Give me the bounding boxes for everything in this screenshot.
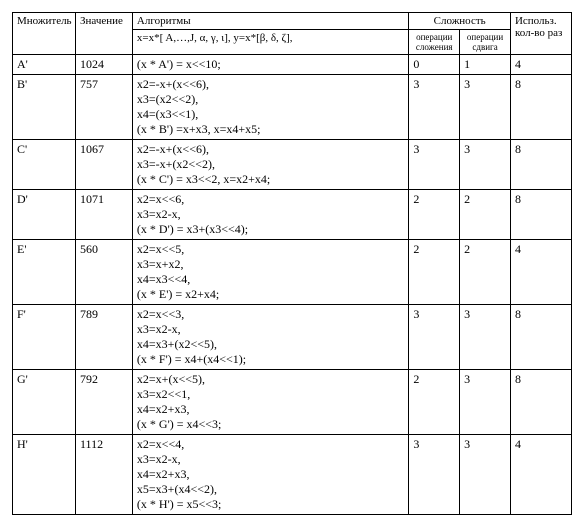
- col-mult: Множитель: [13, 13, 76, 55]
- cell-op-shift: 3: [460, 370, 511, 435]
- algo-line: x4=x2+x3,: [137, 467, 404, 482]
- algo-line: x3=-x+(x2<<2),: [137, 157, 404, 172]
- algorithm-table: Множитель Значение Алгоритмы Сложность И…: [12, 12, 572, 515]
- table-row: C'1067x2=-x+(x<<6),x3=-x+(x2<<2),(x * C'…: [13, 140, 572, 190]
- algo-line: x4=(x3<<1),: [137, 107, 404, 122]
- algo-line: x2=x+(x<<5),: [137, 372, 404, 387]
- cell-val: 1024: [76, 55, 133, 75]
- algo-line: (x * H') = x5<<3;: [137, 497, 404, 512]
- algo-line: x2=x<<5,: [137, 242, 404, 257]
- cell-op-add: 3: [409, 435, 460, 515]
- cell-op-add: 3: [409, 305, 460, 370]
- cell-op-add: 2: [409, 370, 460, 435]
- cell-use: 8: [510, 190, 571, 240]
- cell-op-shift: 3: [460, 140, 511, 190]
- cell-mult: B': [13, 75, 76, 140]
- algo-line: x3=x2-x,: [137, 207, 404, 222]
- table-row: E'560x2=x<<5,x3=x+x2,x4=x3<<4,(x * E') =…: [13, 240, 572, 305]
- col-val: Значение: [76, 13, 133, 55]
- cell-alg: x2=x<<6,x3=x2-x,(x * D') = x3+(x3<<4);: [132, 190, 408, 240]
- cell-alg: (x * A') = x<<10;: [132, 55, 408, 75]
- cell-val: 1112: [76, 435, 133, 515]
- algo-line: (x * E') = x2+x4;: [137, 287, 404, 302]
- cell-mult: D': [13, 190, 76, 240]
- cell-op-add: 2: [409, 240, 460, 305]
- cell-mult: E': [13, 240, 76, 305]
- cell-op-add: 0: [409, 55, 460, 75]
- table-row: B'757x2=-x+(x<<6),x3=(x2<<2),x4=(x3<<1),…: [13, 75, 572, 140]
- cell-val: 1067: [76, 140, 133, 190]
- cell-alg: x2=-x+(x<<6),x3=(x2<<2),x4=(x3<<1),(x * …: [132, 75, 408, 140]
- cell-op-shift: 3: [460, 305, 511, 370]
- algo-line: x2=x<<3,: [137, 307, 404, 322]
- cell-op-shift: 2: [460, 240, 511, 305]
- cell-alg: x2=x<<5,x3=x+x2,x4=x3<<4,(x * E') = x2+x…: [132, 240, 408, 305]
- cell-val: 789: [76, 305, 133, 370]
- alg-title: Алгоритмы: [137, 15, 404, 27]
- algo-line: x4=x2+x3,: [137, 402, 404, 417]
- algo-line: x5=x3+(x4<<2),: [137, 482, 404, 497]
- cell-use: 8: [510, 370, 571, 435]
- algo-line: x4=x3+(x2<<5),: [137, 337, 404, 352]
- cell-mult: G': [13, 370, 76, 435]
- table-row: G'792x2=x+(x<<5),x3=x2<<1,x4=x2+x3,(x * …: [13, 370, 572, 435]
- cell-op-shift: 2: [460, 190, 511, 240]
- cell-use: 8: [510, 75, 571, 140]
- cell-op-add: 3: [409, 140, 460, 190]
- cell-use: 8: [510, 140, 571, 190]
- algo-line: x2=x<<4,: [137, 437, 404, 452]
- cell-mult: F': [13, 305, 76, 370]
- algo-line: (x * B') =x+x3, x=x4+x5;: [137, 122, 404, 137]
- cell-op-shift: 1: [460, 55, 511, 75]
- algo-line: x3=x2-x,: [137, 322, 404, 337]
- algo-line: x3=x2<<1,: [137, 387, 404, 402]
- cell-op-add: 3: [409, 75, 460, 140]
- cell-val: 560: [76, 240, 133, 305]
- algo-line: x3=x+x2,: [137, 257, 404, 272]
- algo-line: (x * A') = x<<10;: [137, 57, 404, 72]
- col-alg-title: Алгоритмы: [132, 13, 408, 30]
- col-op-shift: операции сдвига: [460, 30, 511, 55]
- col-complexity: Сложность: [409, 13, 511, 30]
- col-op-add: операции сложения: [409, 30, 460, 55]
- table-row: H'1112x2=x<<4,x3=x2-x,x4=x2+x3,x5=x3+(x4…: [13, 435, 572, 515]
- cell-use: 4: [510, 240, 571, 305]
- col-use: Использ. кол-во раз: [510, 13, 571, 55]
- cell-val: 757: [76, 75, 133, 140]
- table-row: D'1071x2=x<<6,x3=x2-x,(x * D') = x3+(x3<…: [13, 190, 572, 240]
- algo-line: x2=x<<6,: [137, 192, 404, 207]
- table-row: A'1024 (x * A') = x<<10; 014: [13, 55, 572, 75]
- cell-alg: x2=x+(x<<5),x3=x2<<1,x4=x2+x3,(x * G') =…: [132, 370, 408, 435]
- algo-line: x4=x3<<4,: [137, 272, 404, 287]
- cell-alg: x2=x<<4,x3=x2-x,x4=x2+x3,x5=x3+(x4<<2),(…: [132, 435, 408, 515]
- cell-mult: A': [13, 55, 76, 75]
- algo-line: x2=-x+(x<<6),: [137, 142, 404, 157]
- cell-use: 4: [510, 435, 571, 515]
- cell-alg: x2=x<<3,x3=x2-x,x4=x3+(x2<<5),(x * F') =…: [132, 305, 408, 370]
- cell-val: 792: [76, 370, 133, 435]
- cell-op-shift: 3: [460, 435, 511, 515]
- algo-line: (x * G') = x4<<3;: [137, 417, 404, 432]
- cell-op-shift: 3: [460, 75, 511, 140]
- algo-line: (x * C') = x3<<2, x=x2+x4;: [137, 172, 404, 187]
- algo-line: x3=(x2<<2),: [137, 92, 404, 107]
- cell-alg: x2=-x+(x<<6),x3=-x+(x2<<2),(x * C') = x3…: [132, 140, 408, 190]
- algo-line: (x * F') = x4+(x4<<1);: [137, 352, 404, 367]
- algo-line: (x * D') = x3+(x3<<4);: [137, 222, 404, 237]
- cell-use: 8: [510, 305, 571, 370]
- algo-line: x2=-x+(x<<6),: [137, 77, 404, 92]
- table-row: F'789x2=x<<3,x3=x2-x,x4=x3+(x2<<5),(x * …: [13, 305, 572, 370]
- cell-mult: C': [13, 140, 76, 190]
- cell-op-add: 2: [409, 190, 460, 240]
- cell-val: 1071: [76, 190, 133, 240]
- algo-line: x3=x2-x,: [137, 452, 404, 467]
- cell-use: 4: [510, 55, 571, 75]
- cell-mult: H': [13, 435, 76, 515]
- alg-sub: x=x*[ A,…,J, α, γ, ι], y=x*[β, δ, ζ],: [132, 30, 408, 55]
